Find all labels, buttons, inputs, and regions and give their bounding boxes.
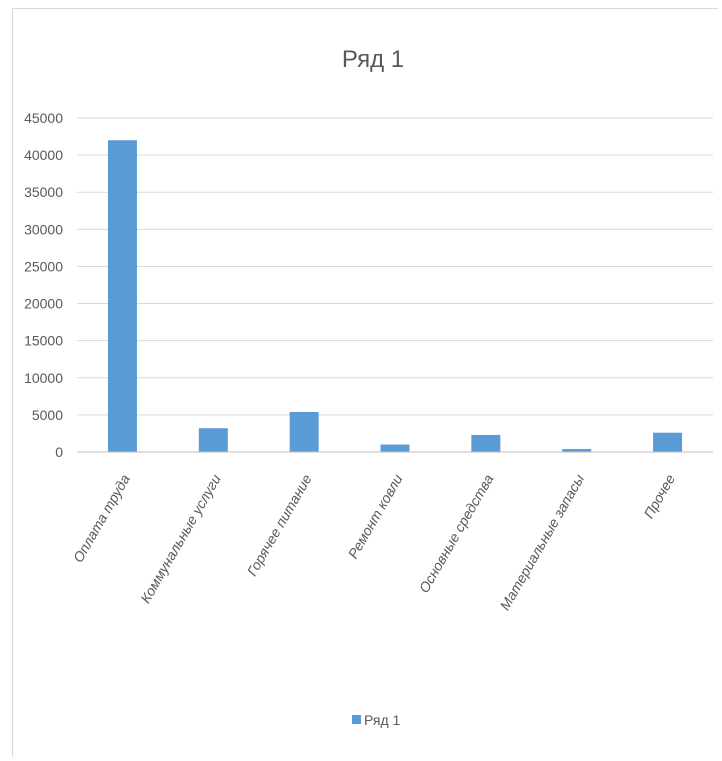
bar	[471, 434, 501, 452]
bar	[289, 411, 319, 452]
legend-label: Ряд 1	[364, 712, 401, 728]
x-category-label: Горячее питание	[244, 471, 315, 578]
bar	[198, 428, 228, 452]
y-tick-label: 5000	[32, 407, 63, 423]
bar	[562, 449, 592, 452]
y-tick-label: 45000	[24, 110, 63, 126]
x-category-label: Коммунальные услуги	[137, 471, 224, 605]
y-tick-label: 10000	[24, 370, 63, 386]
bar-chart: Ряд 1 0 5000 10000 15000 20000 25000 30000 3500…	[24, 46, 713, 728]
legend: Ряд 1	[352, 712, 401, 728]
x-category-label: Оплата труда	[70, 471, 133, 565]
bar	[107, 140, 137, 452]
x-category-label: Основные средства	[416, 471, 497, 595]
x-category-label: Прочее	[640, 471, 678, 521]
gridlines	[77, 117, 713, 453]
x-category-label: Ремонт ковли	[345, 471, 406, 561]
y-tick-label: 35000	[24, 184, 63, 200]
legend-swatch	[352, 715, 361, 724]
bar	[380, 444, 410, 452]
y-axis-ticks: 0 5000 10000 15000 20000 25000 30000 35000 40000…	[24, 110, 63, 460]
bars	[107, 140, 683, 452]
y-tick-label: 40000	[24, 147, 63, 163]
x-axis-labels: Оплата труда Коммунальные услуги Горячее п…	[70, 471, 679, 613]
chart-frame: Ряд 1 0 5000 10000 15000 20000 25000 30000 3500…	[12, 8, 718, 757]
x-category-label: Материальные запасы	[496, 471, 587, 613]
y-tick-label: 15000	[24, 333, 63, 349]
chart-title: Ряд 1	[342, 46, 404, 73]
y-tick-label: 25000	[24, 258, 63, 274]
bar	[653, 432, 683, 452]
y-tick-label: 0	[55, 444, 63, 460]
y-tick-label: 30000	[24, 221, 63, 237]
y-tick-label: 20000	[24, 296, 63, 312]
